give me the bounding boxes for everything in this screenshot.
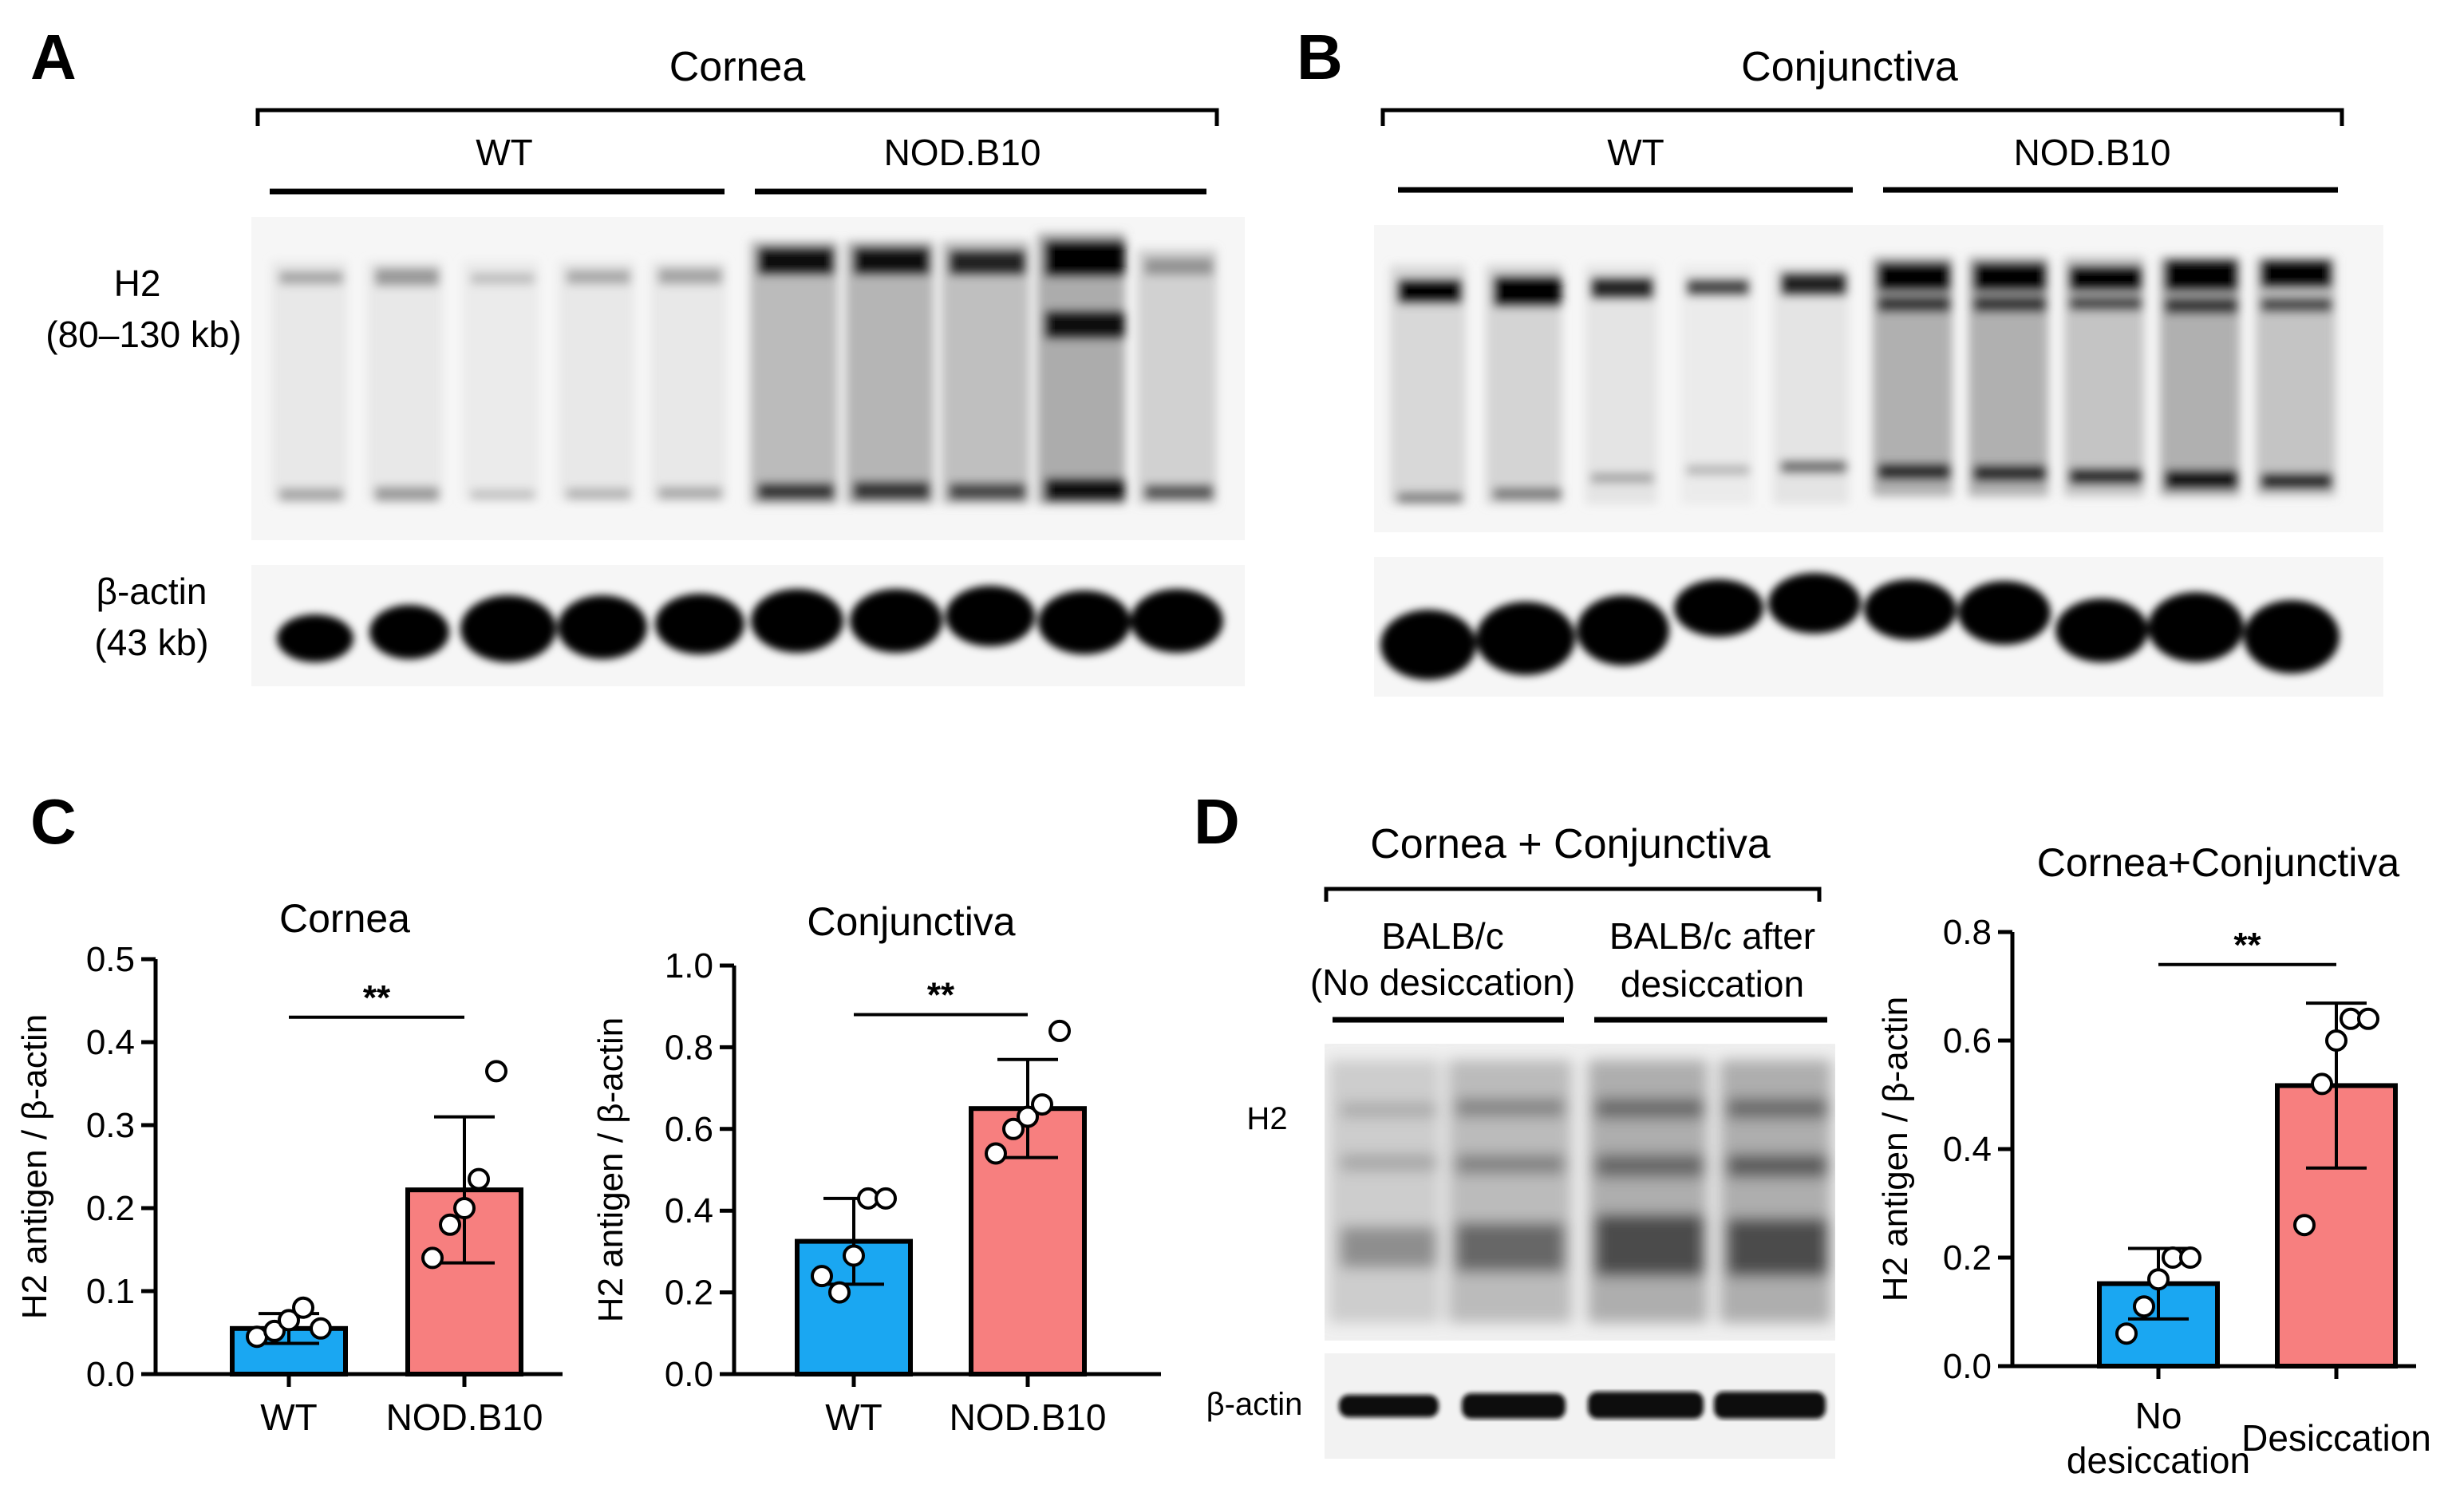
data-point <box>2325 1029 2348 1052</box>
y-tick-label: 0.2 <box>86 1189 135 1228</box>
data-point <box>2133 1295 2155 1318</box>
y-tick-label: 0.2 <box>665 1274 713 1313</box>
data-point <box>2311 1072 2333 1096</box>
chart-title: Cornea+Conjunctiva <box>2037 840 2400 885</box>
data-point <box>292 1296 314 1319</box>
panel-label-b: B <box>1297 22 1343 93</box>
panel-b-tissue-title: Conjunctiva <box>1741 44 1958 90</box>
data-point <box>1048 1019 1071 1042</box>
data-point <box>2357 1007 2379 1030</box>
data-point <box>985 1142 1007 1165</box>
panel-d-h2-label: H2 <box>1246 1101 1288 1136</box>
data-point <box>2147 1268 2170 1291</box>
data-point <box>263 1319 286 1342</box>
significance-label: ** <box>2233 926 2261 965</box>
chart-title: Conjunctiva <box>807 899 1015 944</box>
panel-d-group1-line2: (No desiccation) <box>1309 962 1576 1003</box>
y-axis-label: H2 antigen / β-actin <box>1876 997 1915 1301</box>
x-tick-label: WT <box>260 1396 318 1438</box>
panel-b-group-nod: NOD.B10 <box>2013 132 2171 173</box>
chart-cornea-conjunctiva: Cornea+Conjunctiva H2 antigen / β-actin 0.… <box>1876 840 2431 1481</box>
panel-b-group-wt: WT <box>1607 132 1664 173</box>
data-point <box>828 1281 851 1304</box>
y-tick-label: 0.6 <box>665 1110 713 1149</box>
y-tick-label: 0.4 <box>665 1191 713 1230</box>
panel-d-h2-blot <box>1325 1044 1835 1341</box>
panel-d-brackets <box>1324 887 1827 1023</box>
panel-d-actin-label: β-actin <box>1206 1387 1303 1422</box>
y-tick-label: 1.0 <box>665 946 713 985</box>
data-point <box>453 1197 476 1219</box>
chart-conjunctiva: Conjunctiva H2 antigen / β-actin 0.0 0.2 0.4… <box>591 899 1161 1438</box>
y-tick-label: 0.8 <box>1943 913 1992 952</box>
chart-title: Cornea <box>279 896 410 941</box>
y-tick-label: 0.0 <box>665 1355 713 1394</box>
y-tick-label: 0.1 <box>86 1272 135 1311</box>
panel-a-actin-size: (43 kb) <box>94 622 209 663</box>
significance-label: ** <box>927 975 955 1014</box>
data-point <box>2293 1214 2316 1237</box>
panel-a-actin-blot <box>251 565 1245 686</box>
data-point <box>875 1187 897 1210</box>
y-tick-label: 0.0 <box>1943 1347 1992 1386</box>
data-point <box>1031 1093 1053 1116</box>
panel-d-group2-line1: BALB/c after <box>1609 915 1816 957</box>
panel-label-c: C <box>30 786 77 857</box>
significance-label: ** <box>363 978 391 1017</box>
chart-cornea: Cornea H2 antigen / β-actin 0.0 0.1 0.2 0.3 0.… <box>15 896 563 1438</box>
data-point <box>1017 1105 1039 1128</box>
data-point <box>2179 1246 2201 1269</box>
data-point <box>1002 1117 1025 1140</box>
data-point <box>843 1244 865 1267</box>
panel-a-h2-size: (80–130 kb) <box>45 314 242 355</box>
y-tick-label: 0.4 <box>1943 1130 1992 1169</box>
data-point <box>468 1167 490 1191</box>
panel-a-group-wt: WT <box>476 132 533 173</box>
data-point <box>485 1060 507 1083</box>
x-tick-label-line2: desiccation <box>2067 1440 2250 1481</box>
panel-label-a: A <box>30 22 77 93</box>
x-tick-label-line1: No <box>2135 1395 2182 1436</box>
y-axis-label: H2 antigen / β-actin <box>15 1014 54 1319</box>
panel-b-actin-blot <box>1374 557 2383 697</box>
data-point <box>421 1246 444 1270</box>
panel-d-actin-blot <box>1325 1353 1835 1459</box>
panel-a-h2-label: H2 <box>113 263 161 304</box>
y-tick-label: 0.6 <box>1943 1021 1992 1061</box>
panel-d-group2-line2: desiccation <box>1620 963 1805 1005</box>
x-tick-label: WT <box>825 1396 883 1438</box>
x-tick-label: Desiccation <box>2241 1417 2431 1459</box>
panel-d-group1-line1: BALB/c <box>1381 915 1504 957</box>
data-point <box>811 1265 833 1288</box>
data-point <box>2115 1322 2138 1345</box>
panel-a-tissue-title: Cornea <box>669 44 806 90</box>
y-axis-label: H2 antigen / β-actin <box>591 1017 630 1322</box>
panel-a-h2-blot <box>251 217 1245 540</box>
y-tick-label: 0.0 <box>86 1355 135 1394</box>
panel-ab-brackets <box>255 108 2344 195</box>
panel-a-actin-label: β-actin <box>96 571 207 612</box>
data-point <box>310 1317 332 1340</box>
y-tick-label: 0.8 <box>665 1028 713 1067</box>
x-tick-label: NOD.B10 <box>950 1396 1107 1438</box>
y-tick-label: 0.3 <box>86 1106 135 1145</box>
panel-d-tissue-title: Cornea + Conjunctiva <box>1370 821 1771 867</box>
y-tick-label: 0.5 <box>86 940 135 979</box>
data-point <box>439 1213 461 1236</box>
data-point <box>278 1309 300 1332</box>
x-tick-label: NOD.B10 <box>386 1396 543 1438</box>
panel-a-group-nod: NOD.B10 <box>883 132 1041 173</box>
y-tick-label: 0.4 <box>86 1023 135 1062</box>
panel-label-d: D <box>1194 786 1240 857</box>
y-tick-label: 0.2 <box>1943 1238 1992 1278</box>
panel-b-h2-blot <box>1374 225 2383 532</box>
